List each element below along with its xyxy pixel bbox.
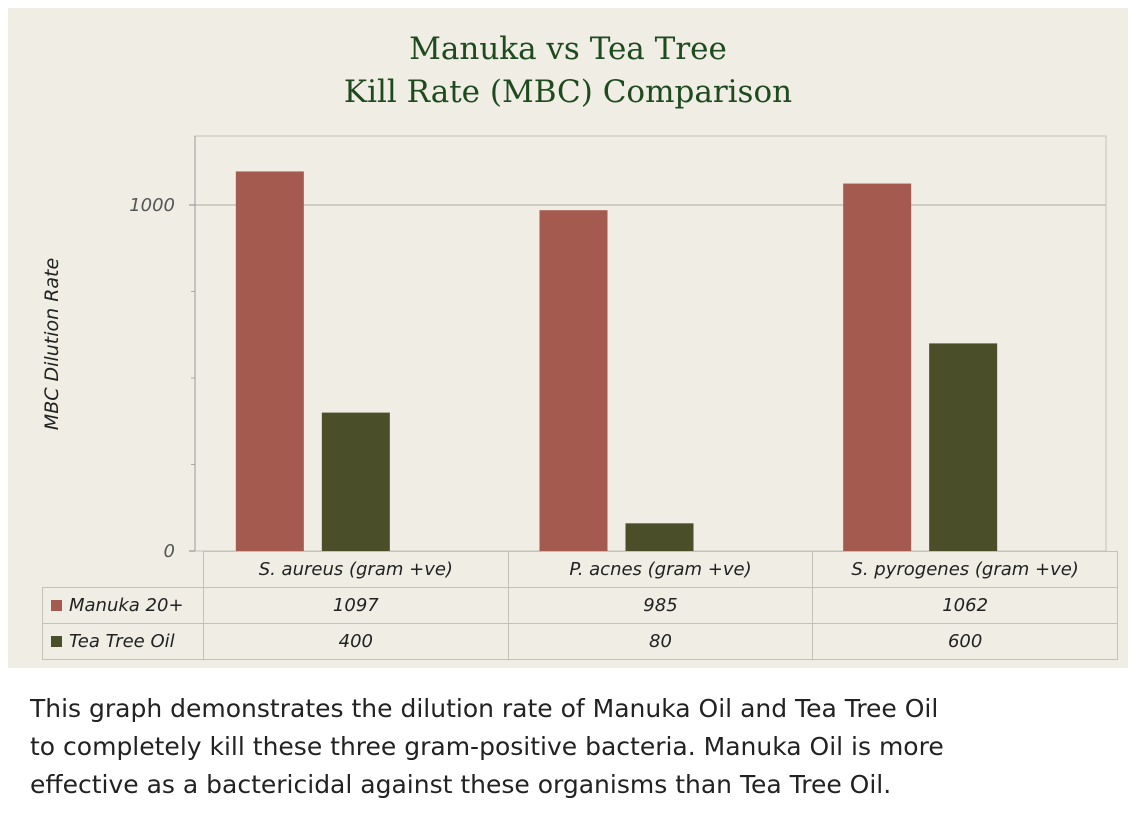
series-legend-cell: Manuka 20+ <box>42 587 204 624</box>
series-legend-cell: Tea Tree Oil <box>42 623 204 660</box>
data-value-cell: 1062 <box>812 587 1118 624</box>
bar-tea-tree-2 <box>929 343 998 551</box>
series-name: Manuka 20+ <box>69 595 184 616</box>
y-tick-label: 0 <box>164 541 175 562</box>
table-row: Tea Tree Oil 400 80 600 <box>42 623 1118 660</box>
chart-title: Manuka vs Tea Tree Kill Rate (MBC) Compa… <box>8 28 1128 114</box>
bar-tea-tree-0 <box>321 412 390 551</box>
chart-title-line-1: Manuka vs Tea Tree <box>409 31 727 67</box>
table-header-row: S. aureus (gram +ve) P. acnes (gram +ve) S… <box>43 551 1118 588</box>
data-value-cell: 985 <box>507 587 814 624</box>
data-value-cell: 400 <box>203 623 509 660</box>
bar-manuka-2 <box>843 183 912 551</box>
data-value-cell: 80 <box>507 623 814 660</box>
legend-swatch <box>51 600 62 611</box>
y-tick-label: 1000 <box>129 195 175 216</box>
bar-tea-tree-1 <box>625 523 694 551</box>
category-label: P. acnes (gram +ve) <box>507 551 814 588</box>
table-row: Manuka 20+ 1097 985 1062 <box>42 587 1118 624</box>
y-axis-label: MBC Dilution Rate <box>41 258 63 430</box>
category-label: S. aureus (gram +ve) <box>203 551 509 588</box>
data-value-cell: 1097 <box>203 587 509 624</box>
series-name: Tea Tree Oil <box>69 631 175 652</box>
table-corner <box>43 552 204 588</box>
chart-title-line-2: Kill Rate (MBC) Comparison <box>343 74 793 110</box>
bar-manuka-1 <box>539 210 608 551</box>
data-value-cell: 600 <box>812 623 1118 660</box>
caption: This graph demonstrates the dilution rat… <box>30 694 944 799</box>
data-table: S. aureus (gram +ve) P. acnes (gram +ve) S… <box>42 551 1118 660</box>
bar-manuka-0 <box>235 171 304 552</box>
legend-swatch <box>51 636 62 647</box>
category-label: S. pyrogenes (gram +ve) <box>812 551 1118 588</box>
